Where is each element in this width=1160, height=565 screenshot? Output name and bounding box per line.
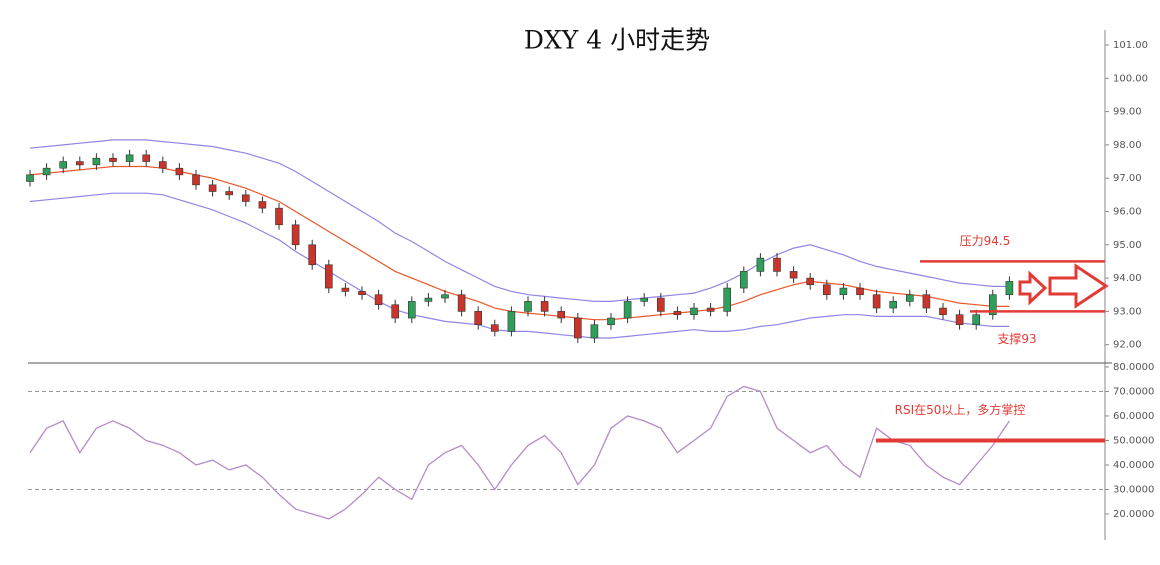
candle-body bbox=[26, 174, 34, 182]
y-tick-label: 98.00 bbox=[1113, 140, 1142, 151]
candle-body bbox=[590, 324, 599, 339]
candle-body bbox=[806, 277, 815, 286]
candle-body bbox=[59, 161, 68, 169]
candle-body bbox=[789, 271, 798, 279]
candle-body bbox=[258, 201, 267, 209]
candle-body bbox=[756, 257, 765, 272]
candle-body bbox=[225, 191, 233, 196]
candle-body bbox=[507, 311, 516, 332]
candle-body bbox=[457, 294, 466, 312]
candle-body bbox=[656, 297, 665, 312]
candle-body bbox=[76, 161, 84, 166]
candle-body bbox=[905, 294, 914, 302]
candle-body bbox=[324, 264, 333, 289]
candle-body bbox=[739, 271, 748, 289]
candle-body bbox=[723, 287, 732, 312]
candle-body bbox=[557, 311, 566, 319]
candle-body bbox=[972, 314, 981, 326]
candle-body bbox=[939, 307, 947, 316]
y-tick-label: 70.0000 bbox=[1113, 386, 1154, 397]
candle-body bbox=[441, 294, 449, 299]
candle-body bbox=[839, 287, 848, 296]
candle-body bbox=[988, 294, 997, 316]
candle-body bbox=[142, 154, 150, 162]
candle-body bbox=[291, 224, 300, 246]
candle-body bbox=[573, 317, 582, 339]
candle-body bbox=[208, 184, 217, 192]
candle-body bbox=[822, 284, 831, 296]
candle-body bbox=[308, 244, 317, 266]
candle-body bbox=[125, 154, 134, 162]
candle-body bbox=[109, 157, 117, 162]
candle-body bbox=[706, 307, 715, 312]
bollinger-band bbox=[29, 139, 1010, 302]
candle-body bbox=[391, 304, 400, 319]
y-tick-label: 94.00 bbox=[1113, 273, 1142, 284]
candle-body bbox=[407, 301, 416, 319]
y-tick-label: 100.00 bbox=[1113, 73, 1148, 84]
y-tick-label: 96.00 bbox=[1113, 206, 1142, 217]
y-tick-label: 93.00 bbox=[1113, 306, 1142, 317]
bollinger-band bbox=[29, 165, 1010, 321]
y-tick-label: 50.0000 bbox=[1113, 435, 1154, 446]
y-tick-label: 30.0000 bbox=[1113, 484, 1154, 495]
arrow-large bbox=[1048, 263, 1109, 309]
candle-body bbox=[607, 317, 615, 326]
annotation: 压力94.5 bbox=[960, 234, 1011, 248]
candle-body bbox=[42, 167, 51, 176]
candle-body bbox=[773, 257, 781, 272]
rsi-line bbox=[29, 385, 1010, 520]
y-tick-label: 97.00 bbox=[1113, 173, 1142, 184]
y-tick-label: 80.0000 bbox=[1113, 362, 1154, 373]
candle-body bbox=[192, 174, 200, 186]
candle-body bbox=[159, 161, 167, 169]
candle-body bbox=[889, 301, 898, 309]
candle-body bbox=[1005, 281, 1014, 296]
bollinger-band bbox=[29, 192, 1010, 339]
candle-body bbox=[524, 301, 532, 312]
annotation: 支撑93 bbox=[997, 331, 1036, 346]
candle-body bbox=[92, 157, 101, 166]
candle-body bbox=[341, 287, 350, 292]
candle-body bbox=[856, 287, 864, 296]
candle-body bbox=[955, 314, 964, 326]
candle-body bbox=[242, 194, 250, 202]
y-tick-label: 20.0000 bbox=[1113, 509, 1154, 520]
candle-body bbox=[175, 167, 184, 176]
y-tick-label: 95.00 bbox=[1113, 240, 1142, 251]
candle-body bbox=[374, 294, 383, 306]
candle-body bbox=[623, 301, 632, 319]
candle-body bbox=[490, 324, 499, 332]
candle-body bbox=[358, 291, 366, 296]
candle-body bbox=[540, 301, 549, 312]
y-tick-label: 60.0000 bbox=[1113, 411, 1154, 422]
candle-body bbox=[690, 307, 698, 316]
candle-body bbox=[673, 311, 682, 316]
y-tick-label: 101.00 bbox=[1113, 40, 1148, 51]
candle-body bbox=[872, 294, 881, 309]
y-tick-label: 99.00 bbox=[1113, 107, 1142, 118]
candle-body bbox=[922, 294, 931, 309]
y-tick-label: 92.00 bbox=[1113, 340, 1142, 351]
candle-body bbox=[275, 207, 283, 226]
y-tick-label: 40.0000 bbox=[1113, 460, 1154, 471]
candle-body bbox=[424, 297, 433, 302]
arrow-small bbox=[1018, 270, 1048, 306]
annotation: RSI在50以上，多方掌控 bbox=[895, 402, 1026, 417]
candle-body bbox=[640, 297, 649, 302]
chart-title: DXY 4 小时走势 bbox=[524, 26, 710, 55]
candle-body bbox=[474, 311, 483, 326]
